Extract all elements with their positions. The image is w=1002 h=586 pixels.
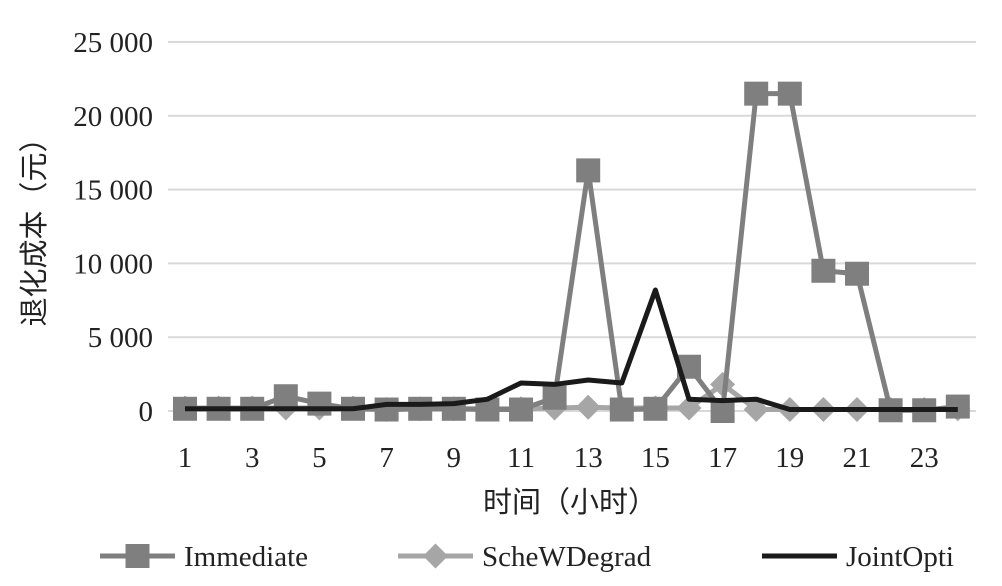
data-point	[509, 397, 533, 422]
x-tick-label: 23	[910, 442, 939, 474]
grid-lines	[168, 41, 976, 412]
x-tick-label: 13	[574, 442, 603, 474]
y-tick-label: 20 000	[73, 101, 153, 133]
data-point	[307, 391, 332, 416]
y-tick-label: 25 000	[73, 27, 153, 59]
data-point	[542, 385, 567, 410]
data-point	[374, 397, 399, 422]
x-tick-label: 7	[379, 442, 394, 474]
x-tick-label: 1	[178, 442, 193, 474]
legend-label: ScheWDegrad	[482, 541, 652, 573]
x-tick-label: 17	[708, 442, 737, 474]
x-tick-label: 11	[507, 442, 535, 474]
series-line	[185, 381, 958, 413]
legend-label: Immediate	[184, 541, 308, 573]
data-point	[710, 371, 736, 397]
data-point	[408, 396, 433, 421]
series-line	[185, 91, 959, 414]
y-axis-label: 退化成本（元）	[18, 123, 51, 326]
data-point	[576, 158, 601, 183]
x-tick-label: 5	[312, 442, 327, 474]
series-jointopti	[185, 287, 958, 413]
series-layer	[172, 81, 971, 423]
data-point	[845, 261, 869, 286]
y-tick-label: 10 000	[73, 248, 153, 280]
x-tick-label: 9	[447, 442, 462, 474]
series-immediate	[173, 81, 970, 423]
y-tick-label: 5 000	[88, 322, 153, 354]
x-tick-label: 19	[775, 442, 804, 474]
y-tick-label: 0	[139, 396, 154, 428]
y-axis-ticks: 0 5 000 10 000 15 000 20 000 25 000	[73, 27, 153, 428]
data-point	[811, 258, 836, 283]
x-axis-label: 时间（小时）	[483, 486, 657, 519]
data-point	[777, 81, 802, 106]
x-axis-ticks: 1 3 5 7 9 11 13 15 17 19 21 23	[178, 442, 939, 474]
legend: Immediate ScheWDegrad JointOpti	[100, 541, 954, 573]
legend-marker	[125, 544, 150, 568]
y-tick-label: 15 000	[73, 175, 153, 207]
data-point	[643, 396, 668, 421]
x-tick-label: 21	[843, 442, 872, 474]
data-point	[744, 81, 769, 106]
legend-marker	[423, 543, 448, 569]
data-point	[273, 384, 298, 409]
series-line	[185, 287, 958, 413]
data-point	[575, 394, 601, 420]
x-tick-label: 3	[245, 442, 260, 474]
legend-label: JointOpti	[846, 541, 954, 573]
data-point	[945, 394, 970, 419]
x-tick-label: 15	[641, 442, 670, 474]
data-point	[609, 397, 634, 422]
